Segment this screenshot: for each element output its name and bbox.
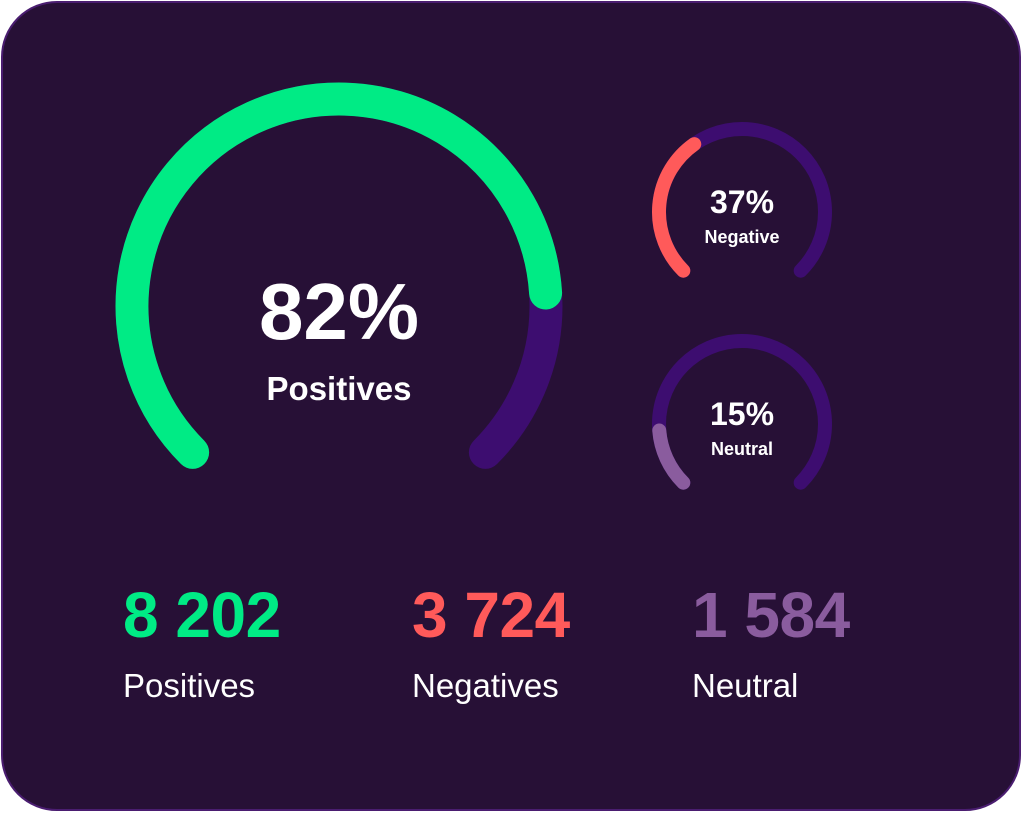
- stat-neutral-value: 1 584: [692, 579, 850, 651]
- gauges-svg: 82% Positives 37% Negative 15% Neutral: [115, 82, 832, 490]
- positives-gauge-value-arc: [115, 82, 563, 469]
- positives-gauge-label: Positives: [267, 370, 412, 407]
- negative-gauge-percent: 37%: [710, 184, 774, 220]
- stat-negatives-value: 3 724: [412, 579, 570, 651]
- negative-gauge: 37% Negative: [652, 122, 832, 278]
- negative-gauge-label: Negative: [704, 227, 779, 247]
- stat-neutral-label: Neutral: [692, 667, 799, 704]
- negative-gauge-value-arc: [652, 137, 702, 278]
- stat-positives: 8 202 Positives: [123, 583, 281, 702]
- stat-negatives: 3 724 Negatives: [412, 583, 570, 702]
- positives-gauge-percent: 82%: [259, 267, 419, 356]
- neutral-gauge-percent: 15%: [710, 396, 774, 432]
- stat-positives-value: 8 202: [123, 579, 281, 651]
- stat-neutral: 1 584 Neutral: [692, 583, 850, 702]
- neutral-gauge-label: Neutral: [711, 439, 773, 459]
- positives-gauge: 82% Positives: [115, 82, 563, 469]
- stat-positives-label: Positives: [123, 667, 256, 704]
- stat-negatives-label: Negatives: [412, 667, 559, 704]
- neutral-gauge: 15% Neutral: [652, 334, 832, 490]
- neutral-gauge-value-arc: [652, 423, 691, 490]
